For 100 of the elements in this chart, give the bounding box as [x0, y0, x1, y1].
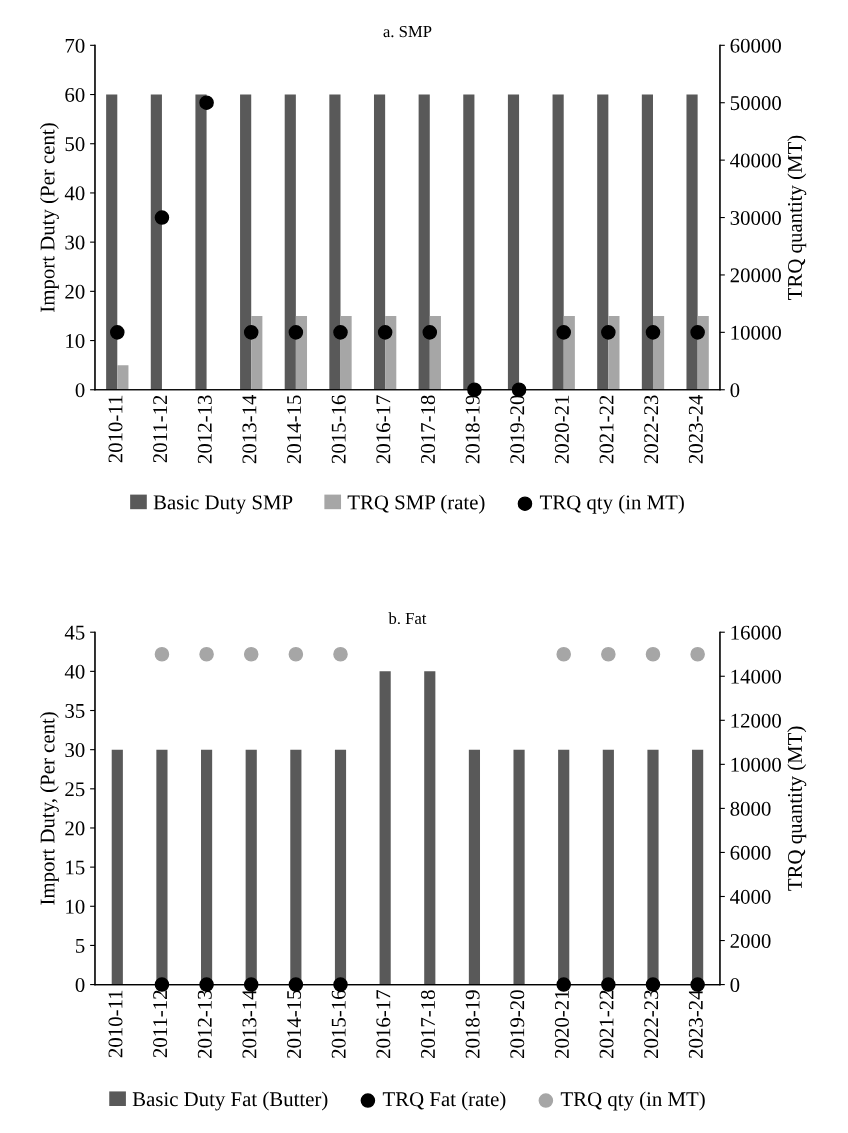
bar	[418, 94, 430, 390]
bar	[195, 94, 207, 390]
x-tick-label: 2016-17	[376, 395, 391, 464]
bar	[240, 94, 252, 390]
y2-tick-label: 20000	[730, 268, 781, 283]
x-tick-label: 2019-20	[510, 990, 525, 1058]
bar	[463, 94, 475, 390]
bar	[597, 94, 609, 390]
y-tick-label: 70	[65, 38, 85, 53]
x-tick-label: 2010-11	[108, 395, 123, 463]
x-tick-label: 2023-24	[688, 394, 703, 464]
y2-tick-label: 0	[730, 977, 740, 993]
x-tick-label: 2022-23	[644, 990, 659, 1058]
bar	[373, 94, 386, 390]
y2-axis-title: TRQ quantity (MT)	[787, 135, 807, 300]
point	[601, 325, 616, 340]
bar	[117, 365, 129, 390]
y-axis-title: Import Duty, (Per cent)	[39, 712, 59, 905]
legend-label: Basic Duty SMP	[153, 495, 293, 514]
bar	[507, 94, 520, 390]
bar	[686, 94, 698, 390]
y-tick-label: 10	[66, 899, 85, 914]
x-tick-label: 2012-13	[197, 990, 212, 1058]
y-tick-label: 30	[65, 743, 85, 758]
y-axis-title: Import Duty (Per cent)	[39, 123, 59, 312]
x-tick-label: 2013-14	[242, 394, 257, 464]
x-tick-label: 2015-16	[331, 990, 346, 1058]
chart-title: b. Fat	[388, 612, 427, 625]
x-tick-label: 2011-12	[153, 990, 168, 1058]
y-tick-label: 40	[64, 186, 85, 201]
y2-tick-label: 40000	[730, 153, 781, 168]
x-tick-label: 2014-15	[287, 395, 302, 464]
y-tick-label: 25	[65, 782, 85, 797]
bar	[329, 94, 341, 390]
y2-tick-label: 50000	[730, 96, 781, 111]
x-tick-label: 2014-15	[287, 990, 302, 1058]
chart-title: a. SMP	[383, 25, 432, 38]
x-tick-label: 2018-19	[465, 990, 480, 1058]
y-tick-label: 40	[64, 664, 85, 679]
legend-label: TRQ Fat (rate)	[382, 1091, 506, 1111]
x-tick-label: 2022-23	[644, 395, 659, 464]
x-tick-label: 2021-22	[599, 990, 614, 1058]
point	[422, 325, 438, 340]
x-tick-label: 2012-13	[197, 395, 212, 464]
x-tick-label: 2018-19	[465, 395, 480, 464]
y2-tick-label: 0	[730, 383, 740, 398]
y-tick-label: 50	[65, 137, 85, 152]
point	[333, 325, 348, 340]
y2-axis-title: TRQ quantity (MT)	[787, 726, 807, 891]
bar	[106, 94, 118, 390]
point	[288, 325, 304, 340]
bar	[150, 94, 162, 390]
y-tick-label: 45	[64, 625, 85, 640]
point	[199, 95, 214, 111]
point	[110, 325, 125, 340]
y2-tick-label: 10000	[731, 325, 781, 340]
y2-tick-label: 12000	[731, 713, 781, 728]
x-tick-label: 2020-21	[554, 990, 569, 1058]
y-tick-label: 0	[75, 383, 85, 398]
point	[377, 325, 393, 340]
bar	[608, 315, 620, 390]
x-tick-label: 2021-22	[599, 395, 614, 464]
y2-tick-label: 2000	[730, 933, 771, 948]
y2-tick-label: 14000	[731, 669, 781, 684]
y-tick-label: 15	[66, 860, 85, 875]
y-tick-label: 30	[65, 235, 85, 250]
bar	[284, 94, 296, 390]
point	[154, 210, 170, 225]
y2-tick-label: 8000	[730, 801, 771, 816]
y2-tick-label: 6000	[730, 845, 771, 860]
y-tick-label: 10	[66, 333, 85, 348]
x-tick-label: 2013-14	[242, 989, 257, 1058]
bar	[641, 94, 653, 390]
point	[556, 325, 571, 340]
x-tick-label: 2015-16	[331, 395, 346, 464]
x-tick-label: 2019-20	[510, 395, 525, 464]
bar	[552, 94, 564, 390]
y-tick-label: 5	[76, 939, 85, 953]
x-tick-label: 2017-18	[420, 990, 435, 1058]
x-tick-label: 2023-24	[688, 989, 703, 1058]
legend-label: TRQ qty (in MT)	[539, 494, 684, 514]
x-tick-label: 2017-18	[420, 395, 435, 464]
y2-tick-label: 16000	[731, 625, 781, 640]
x-tick-label: 2016-17	[376, 990, 391, 1058]
legend-label: Basic Duty Fat (Butter)	[132, 1091, 328, 1111]
y2-tick-label: 4000	[730, 889, 771, 904]
point	[645, 325, 661, 340]
y2-tick-label: 60000	[730, 38, 781, 53]
x-tick-label: 2011-12	[153, 395, 168, 463]
y-tick-label: 35	[65, 703, 85, 718]
x-tick-label: 2020-21	[554, 395, 569, 464]
y2-tick-label: 30000	[730, 210, 781, 225]
y-tick-label: 20	[65, 821, 85, 836]
y-tick-label: 0	[75, 977, 85, 993]
y-tick-label: 20	[65, 284, 85, 299]
point	[690, 325, 705, 340]
legend-label: TRQ qty (in MT)	[560, 1091, 705, 1111]
y2-tick-label: 10000	[731, 757, 781, 772]
legend-label: TRQ SMP (rate)	[347, 494, 485, 514]
point	[243, 325, 259, 340]
